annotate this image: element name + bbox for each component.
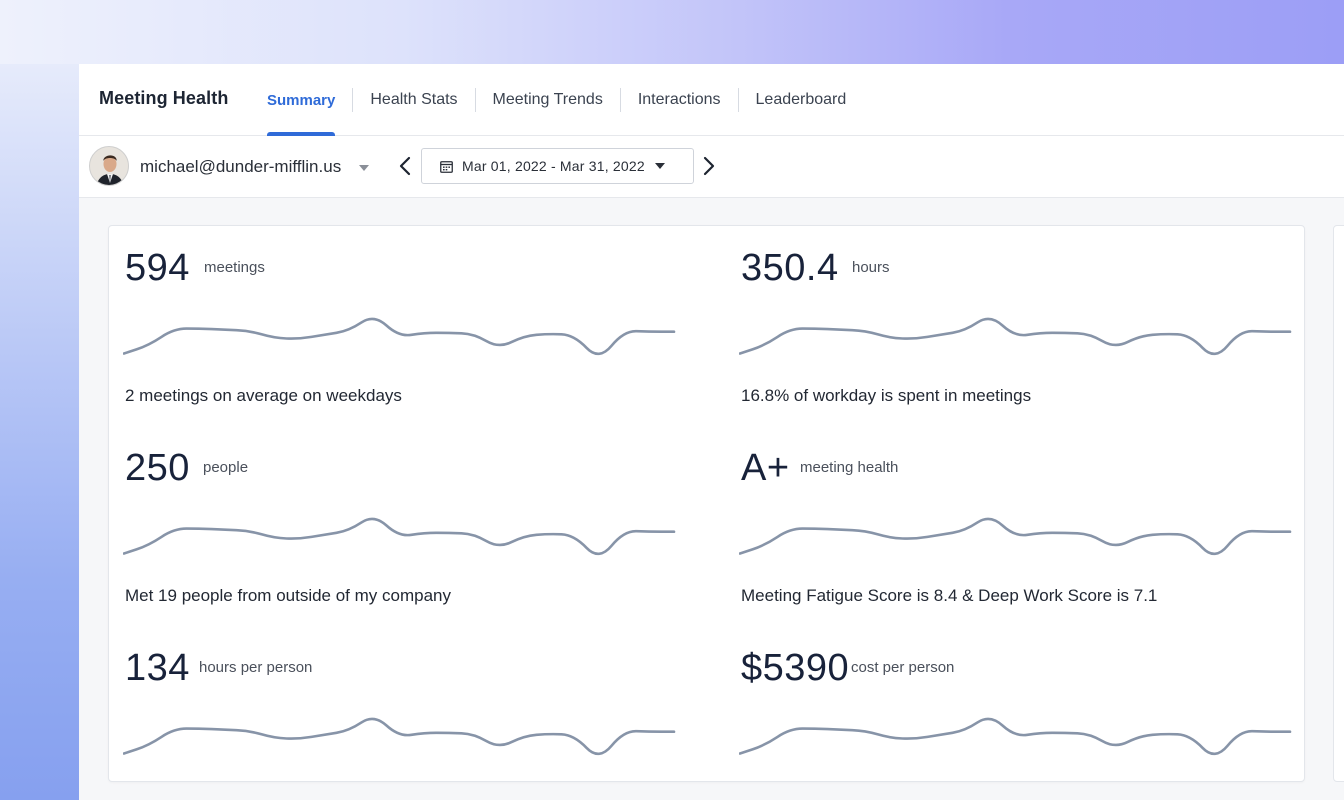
chevron-left-icon bbox=[399, 156, 411, 176]
user-email[interactable]: michael@dunder-mifflin.us bbox=[140, 157, 342, 176]
tab-meeting-trends[interactable]: Meeting Trends bbox=[476, 64, 620, 136]
sparkline bbox=[739, 317, 1292, 356]
metric-unit: meetings bbox=[204, 259, 265, 276]
metric-value: A+ bbox=[741, 447, 790, 489]
user-dropdown-icon[interactable] bbox=[359, 165, 369, 171]
sparkline bbox=[123, 717, 676, 756]
tab-divider bbox=[619, 88, 621, 112]
app-title: Meeting Health bbox=[99, 88, 229, 108]
chevron-down-icon bbox=[654, 163, 665, 169]
tab-interactions[interactable]: Interactions bbox=[621, 64, 738, 136]
metric-description: 16.8% of workday is spent in meetings bbox=[741, 386, 1032, 405]
sparkline bbox=[739, 517, 1292, 556]
date-range-text: Mar 01, 2022 - Mar 31, 2022 bbox=[462, 158, 645, 174]
sparkline-series bbox=[739, 317, 1292, 356]
tab-bar: Summary Health Stats Meeting Trends Inte… bbox=[250, 64, 863, 136]
tab-label: Leaderboard bbox=[755, 91, 847, 108]
sparkline-series bbox=[123, 517, 676, 556]
date-range-picker[interactable]: Mar 01, 2022 - Mar 31, 2022 bbox=[421, 148, 694, 184]
sparkline-series bbox=[739, 517, 1292, 556]
metric-description: Met 19 people from outside of my company bbox=[125, 586, 451, 605]
app-window: Meeting Health Summary Health Stats Meet… bbox=[79, 64, 1344, 800]
metric-unit: hours bbox=[852, 259, 890, 276]
metric-value: 134 bbox=[125, 647, 190, 689]
tab-label: Meeting Trends bbox=[492, 91, 603, 108]
tab-leaderboard[interactable]: Leaderboard bbox=[739, 64, 864, 136]
metric-value: $5390 bbox=[741, 647, 850, 689]
sparkline bbox=[123, 317, 676, 356]
metric-value: 250 bbox=[125, 447, 190, 489]
metric-cost-per-person: $5390 cost per person bbox=[725, 626, 1292, 800]
calendar-icon bbox=[440, 160, 453, 173]
background-gradient-top bbox=[0, 0, 1344, 64]
metric-value: 350.4 bbox=[741, 247, 839, 289]
avatar[interactable] bbox=[89, 146, 129, 186]
tab-divider bbox=[737, 88, 739, 112]
metric-unit: people bbox=[203, 459, 249, 476]
tab-health-stats[interactable]: Health Stats bbox=[353, 64, 474, 136]
metric-hours-per-person: 134 hours per person bbox=[109, 626, 676, 800]
background-gradient-left bbox=[0, 64, 79, 800]
chevron-right-icon bbox=[703, 156, 715, 176]
metric-value: 594 bbox=[125, 247, 190, 289]
tab-label: Health Stats bbox=[370, 91, 458, 108]
tab-label: Interactions bbox=[637, 91, 721, 108]
metric-meetings: 594 meetings 2 meetings on average on we… bbox=[109, 226, 676, 426]
metric-people: 250 people Met 19 people from outside of… bbox=[109, 426, 676, 626]
metric-description: Meeting Fatigue Score is 8.4 & Deep Work… bbox=[741, 586, 1158, 605]
sparkline-series bbox=[739, 717, 1292, 756]
next-period-button[interactable] bbox=[697, 154, 721, 178]
sparkline-series bbox=[123, 317, 676, 356]
previous-period-button[interactable] bbox=[393, 154, 417, 178]
metric-unit: meeting health bbox=[800, 459, 899, 476]
tab-label: Summary bbox=[267, 91, 336, 109]
adjacent-card bbox=[1333, 225, 1344, 782]
toolbar: michael@dunder-mifflin.us Mar 01, 2022 - bbox=[79, 136, 1344, 198]
header: Meeting Health Summary Health Stats Meet… bbox=[79, 64, 1344, 136]
metric-hours: 350.4 hours 16.8% of workday is spent in… bbox=[725, 226, 1292, 426]
sparkline bbox=[123, 517, 676, 556]
tab-divider bbox=[474, 88, 476, 112]
summary-card: 594 meetings 2 meetings on average on we… bbox=[108, 225, 1305, 782]
metric-meeting-health: A+ meeting health Meeting Fatigue Score … bbox=[725, 426, 1292, 626]
tab-divider bbox=[352, 88, 354, 112]
tab-summary[interactable]: Summary bbox=[250, 64, 352, 136]
metric-unit: cost per person bbox=[851, 659, 955, 676]
sparkline bbox=[739, 717, 1292, 756]
metric-description: 2 meetings on average on weekdays bbox=[125, 386, 402, 405]
sparkline-series bbox=[123, 717, 676, 756]
metric-unit: hours per person bbox=[199, 659, 313, 676]
